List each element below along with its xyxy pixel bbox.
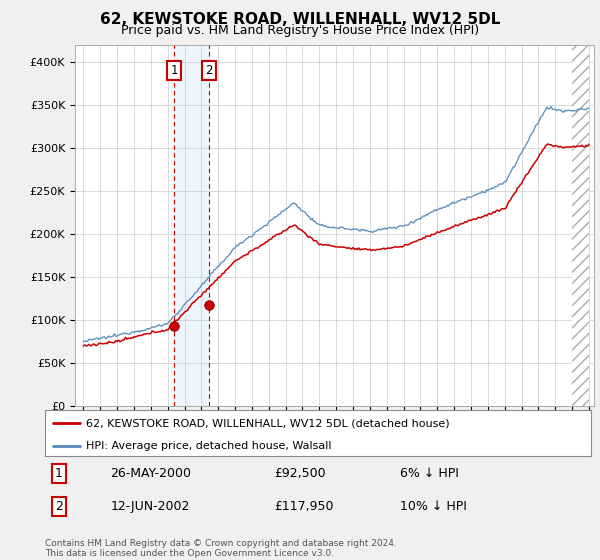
Text: £117,950: £117,950 (274, 500, 334, 514)
Text: 1: 1 (170, 64, 178, 77)
Text: 2: 2 (205, 64, 213, 77)
Text: 12-JUN-2002: 12-JUN-2002 (110, 500, 190, 514)
Text: 26-MAY-2000: 26-MAY-2000 (110, 466, 191, 480)
Bar (572, 45, 589, 406)
Text: 2: 2 (55, 500, 62, 514)
Text: HPI: Average price, detached house, Walsall: HPI: Average price, detached house, Wals… (86, 441, 331, 451)
Text: 6% ↓ HPI: 6% ↓ HPI (400, 466, 459, 480)
Text: 10% ↓ HPI: 10% ↓ HPI (400, 500, 467, 514)
Text: £92,500: £92,500 (274, 466, 326, 480)
Text: 1: 1 (55, 466, 62, 480)
Text: 62, KEWSTOKE ROAD, WILLENHALL, WV12 5DL: 62, KEWSTOKE ROAD, WILLENHALL, WV12 5DL (100, 12, 500, 27)
Text: 62, KEWSTOKE ROAD, WILLENHALL, WV12 5DL (detached house): 62, KEWSTOKE ROAD, WILLENHALL, WV12 5DL … (86, 418, 449, 428)
Bar (174, 45, 209, 406)
Text: Contains HM Land Registry data © Crown copyright and database right 2024.
This d: Contains HM Land Registry data © Crown c… (45, 539, 397, 558)
Text: Price paid vs. HM Land Registry's House Price Index (HPI): Price paid vs. HM Land Registry's House … (121, 24, 479, 36)
